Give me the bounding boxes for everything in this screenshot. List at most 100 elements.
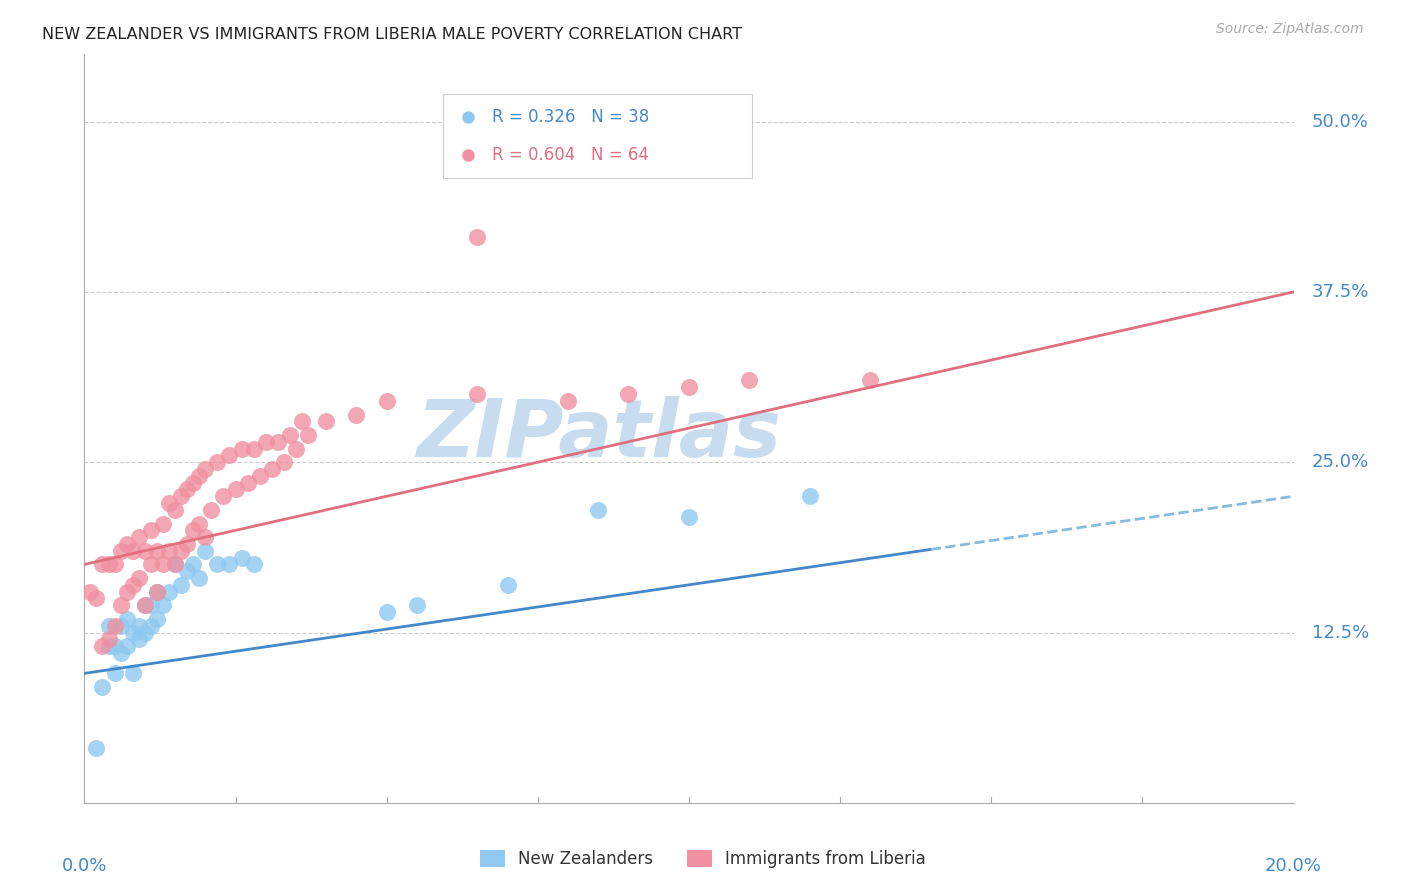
Point xyxy=(139,618,162,632)
Text: 50.0%: 50.0% xyxy=(1312,112,1368,130)
Legend: New Zealanders, Immigrants from Liberia: New Zealanders, Immigrants from Liberia xyxy=(474,843,932,875)
Point xyxy=(163,558,186,572)
Point xyxy=(242,442,264,456)
Point xyxy=(128,530,150,544)
Point xyxy=(128,632,150,647)
Point xyxy=(115,612,138,626)
Point xyxy=(91,680,114,694)
Point xyxy=(146,612,169,626)
Point xyxy=(134,543,156,558)
Point xyxy=(115,584,138,599)
Point xyxy=(557,393,579,408)
Point xyxy=(188,571,211,585)
Point xyxy=(115,639,138,653)
Point xyxy=(218,558,240,572)
Point xyxy=(375,605,398,619)
Point xyxy=(346,408,368,422)
Point xyxy=(97,618,120,632)
Point xyxy=(738,374,761,388)
Point xyxy=(291,414,314,428)
Point xyxy=(194,530,217,544)
Point xyxy=(188,468,211,483)
Point xyxy=(110,599,132,613)
Point xyxy=(146,543,169,558)
Point xyxy=(86,591,108,606)
Text: ZIPatlas: ZIPatlas xyxy=(416,396,780,474)
Point xyxy=(212,489,235,503)
Point xyxy=(146,584,169,599)
Point xyxy=(91,558,114,572)
Point xyxy=(457,147,479,161)
Point xyxy=(152,516,174,531)
Point xyxy=(236,475,259,490)
Point xyxy=(181,524,204,538)
Point xyxy=(163,503,186,517)
Point xyxy=(231,550,253,565)
Point xyxy=(97,558,120,572)
Point xyxy=(231,442,253,456)
Point xyxy=(678,380,700,394)
Point xyxy=(242,558,264,572)
Point xyxy=(200,503,222,517)
Point xyxy=(91,639,114,653)
Point xyxy=(207,558,229,572)
Point xyxy=(146,584,169,599)
Point xyxy=(194,462,217,476)
Point xyxy=(152,558,174,572)
Text: R = 0.326   N = 38: R = 0.326 N = 38 xyxy=(492,109,650,127)
Point xyxy=(104,666,127,681)
Text: 20.0%: 20.0% xyxy=(1265,857,1322,875)
Point xyxy=(284,442,308,456)
Point xyxy=(170,578,193,592)
Point xyxy=(134,625,156,640)
Point xyxy=(617,387,640,401)
Point xyxy=(115,537,138,551)
Point xyxy=(254,434,277,449)
Point xyxy=(139,524,162,538)
Point xyxy=(97,632,120,647)
Point xyxy=(406,599,429,613)
Point xyxy=(176,564,198,578)
Point xyxy=(139,599,162,613)
Point xyxy=(157,584,180,599)
Point xyxy=(128,571,150,585)
Point xyxy=(97,639,120,653)
Point xyxy=(163,558,186,572)
Point xyxy=(207,455,229,469)
Point xyxy=(375,393,398,408)
Point xyxy=(278,428,301,442)
Point xyxy=(134,599,156,613)
Point xyxy=(104,639,127,653)
Point xyxy=(218,449,240,463)
Point xyxy=(104,558,127,572)
Point xyxy=(86,741,108,756)
Point xyxy=(176,537,198,551)
Point xyxy=(110,543,132,558)
Point xyxy=(157,543,180,558)
Text: 0.0%: 0.0% xyxy=(62,857,107,875)
Point xyxy=(139,558,162,572)
Point xyxy=(181,558,204,572)
Point xyxy=(249,468,271,483)
Point xyxy=(315,414,337,428)
Point xyxy=(121,625,143,640)
Text: 25.0%: 25.0% xyxy=(1312,453,1369,471)
Point xyxy=(104,618,127,632)
Point xyxy=(496,578,519,592)
Point xyxy=(121,666,143,681)
Point xyxy=(176,483,198,497)
Point xyxy=(678,509,700,524)
Point xyxy=(121,543,143,558)
Point xyxy=(110,646,132,660)
Text: Source: ZipAtlas.com: Source: ZipAtlas.com xyxy=(1216,22,1364,37)
Point xyxy=(267,434,290,449)
Point xyxy=(457,111,479,125)
Point xyxy=(467,387,489,401)
Point xyxy=(260,462,283,476)
Point xyxy=(188,516,211,531)
Text: 37.5%: 37.5% xyxy=(1312,283,1369,301)
Point xyxy=(588,503,610,517)
Point xyxy=(128,618,150,632)
Point xyxy=(297,428,319,442)
Point xyxy=(79,584,101,599)
